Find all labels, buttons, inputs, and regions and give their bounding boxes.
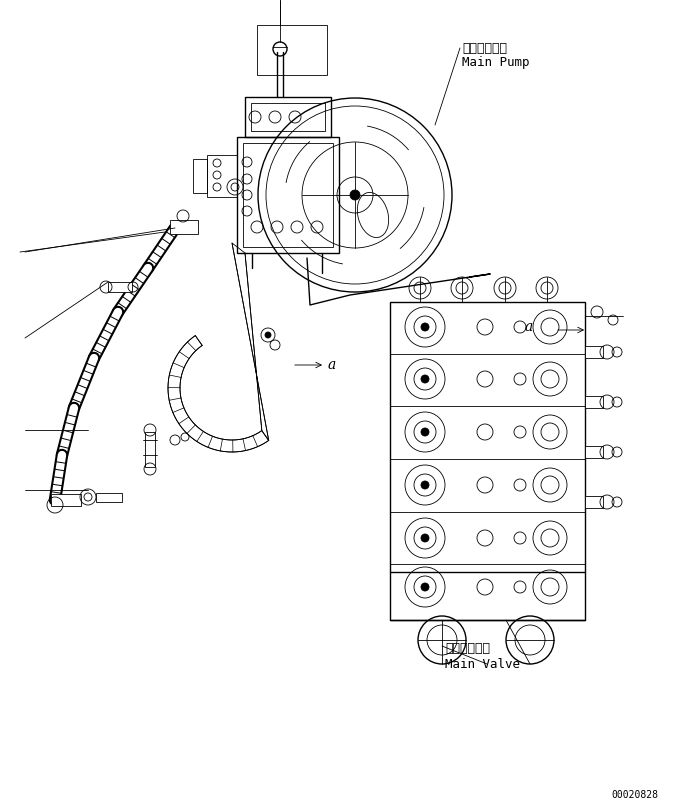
Bar [170,220,198,234]
Bar [237,137,339,253]
Bar [207,155,237,197]
Bar [585,496,603,508]
Circle shape [421,481,429,489]
Bar [145,432,155,467]
Bar [390,302,585,620]
Text: a: a [525,320,534,334]
Text: Main Pump: Main Pump [462,56,530,69]
Circle shape [421,534,429,542]
Circle shape [265,332,271,338]
Circle shape [350,190,360,200]
Circle shape [421,375,429,383]
Bar [585,346,603,358]
Text: Main Valve: Main Valve [445,658,520,671]
Polygon shape [232,243,268,441]
Bar [585,396,603,408]
Text: メインポンプ: メインポンプ [462,42,507,55]
Bar [251,103,325,131]
Bar [51,494,81,506]
Circle shape [421,323,429,331]
Text: a: a [328,358,336,372]
Polygon shape [168,335,268,452]
Bar [108,282,132,292]
Bar [96,493,122,502]
Bar [585,446,603,458]
Circle shape [421,583,429,591]
Bar [193,159,207,193]
Bar [257,25,327,75]
Bar [245,97,331,137]
Text: メインバルブ: メインバルブ [445,642,490,655]
Bar [243,143,333,247]
Text: 00020828: 00020828 [611,790,658,800]
Circle shape [421,428,429,436]
